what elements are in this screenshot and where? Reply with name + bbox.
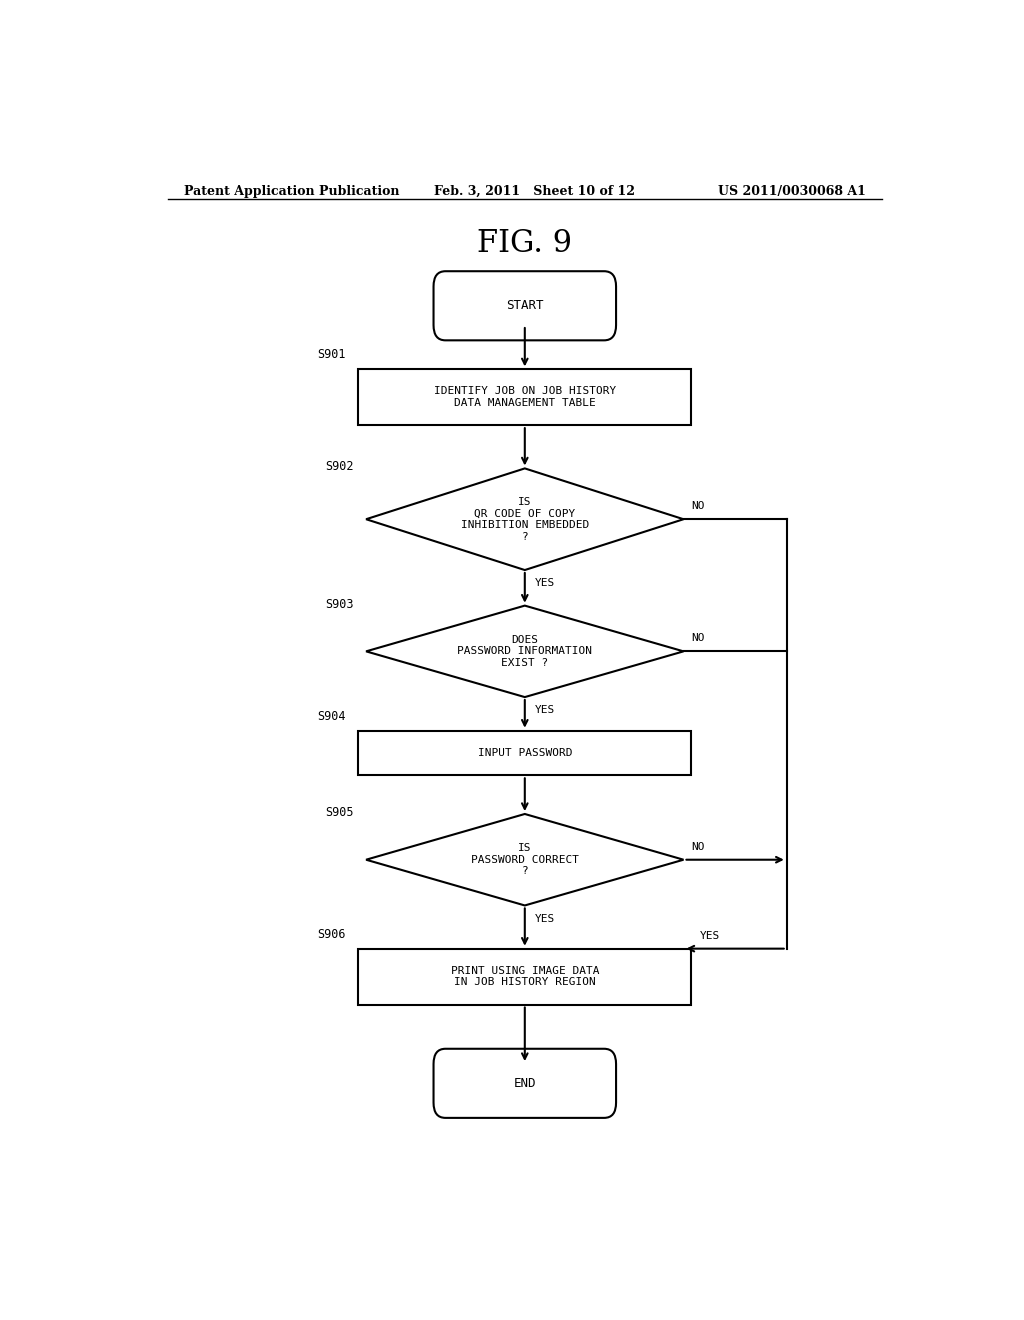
Text: S905: S905 — [326, 807, 354, 818]
FancyBboxPatch shape — [433, 1049, 616, 1118]
Polygon shape — [367, 469, 684, 570]
Bar — [358, 949, 691, 1005]
Text: S903: S903 — [326, 598, 354, 611]
Text: IS
QR CODE OF COPY
INHIBITION EMBEDDED
?: IS QR CODE OF COPY INHIBITION EMBEDDED ? — [461, 496, 589, 541]
Polygon shape — [367, 606, 684, 697]
FancyBboxPatch shape — [433, 271, 616, 341]
Text: YES: YES — [699, 931, 720, 941]
Text: US 2011/0030068 A1: US 2011/0030068 A1 — [718, 185, 866, 198]
Polygon shape — [367, 814, 684, 906]
Text: NO: NO — [691, 502, 705, 511]
Text: YES: YES — [535, 578, 555, 589]
Text: YES: YES — [535, 705, 555, 715]
Text: YES: YES — [535, 913, 555, 924]
Text: S902: S902 — [326, 461, 354, 474]
Text: Feb. 3, 2011   Sheet 10 of 12: Feb. 3, 2011 Sheet 10 of 12 — [433, 185, 635, 198]
Text: S901: S901 — [317, 348, 346, 362]
Text: IS
PASSWORD CORRECT
?: IS PASSWORD CORRECT ? — [471, 843, 579, 876]
Text: FIG. 9: FIG. 9 — [477, 228, 572, 259]
Text: INPUT PASSWORD: INPUT PASSWORD — [477, 748, 572, 758]
Text: PRINT USING IMAGE DATA
IN JOB HISTORY REGION: PRINT USING IMAGE DATA IN JOB HISTORY RE… — [451, 966, 599, 987]
Text: S904: S904 — [317, 710, 346, 722]
Bar — [358, 731, 691, 775]
Text: NO: NO — [691, 842, 705, 851]
Text: END: END — [514, 1077, 536, 1090]
Text: NO: NO — [691, 634, 705, 643]
Text: S906: S906 — [317, 928, 346, 941]
Text: START: START — [506, 300, 544, 313]
Text: DOES
PASSWORD INFORMATION
EXIST ?: DOES PASSWORD INFORMATION EXIST ? — [458, 635, 592, 668]
Text: Patent Application Publication: Patent Application Publication — [183, 185, 399, 198]
Bar — [358, 370, 691, 425]
Text: IDENTIFY JOB ON JOB HISTORY
DATA MANAGEMENT TABLE: IDENTIFY JOB ON JOB HISTORY DATA MANAGEM… — [434, 387, 615, 408]
